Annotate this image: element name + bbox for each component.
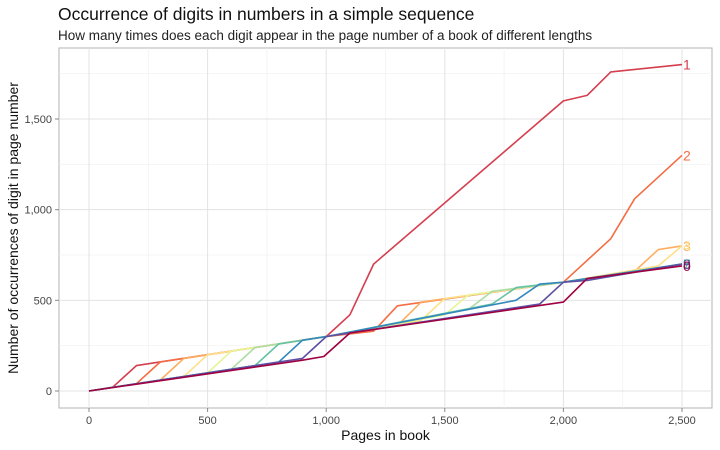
x-tick-label: 2,500 [668,415,696,427]
series-line-digit-8 [88,263,683,392]
series-end-label-2: 2 [683,147,691,163]
x-tick-label: 500 [198,415,216,427]
x-axis-title: Pages in book [341,427,431,443]
series-end-label-0: 0 [683,258,691,274]
series-end-label-8: 8 [683,256,691,272]
series-end-label-9: 9 [683,256,691,272]
x-tick-label: 1,500 [431,415,459,427]
series-line-digit-3 [88,245,683,392]
x-tick-label: 1,000 [312,415,340,427]
chart-subtitle: How many times does each digit appear in… [58,28,593,43]
series-end-label-4: 4 [683,238,691,254]
y-axis-title: Number of occurrences of digit in page n… [5,82,21,374]
series-line-digit-4 [88,245,683,392]
series-line-digit-1 [88,63,683,392]
y-tick-label: 500 [34,295,52,307]
series-line-digit-0 [88,265,683,392]
chart-title: Occurrence of digits in numbers in a sim… [58,4,475,24]
series-end-label-7: 7 [683,256,691,272]
y-tick-label: 1,500 [24,114,52,126]
series-end-label-6: 6 [683,256,691,272]
series-line-digit-9 [88,263,683,392]
series-end-label-3: 3 [683,238,691,254]
series-line-digit-2 [88,154,683,392]
x-tick-label: 0 [86,415,92,427]
y-tick-label: 1,000 [24,205,52,217]
x-tick-label: 2,000 [550,415,578,427]
series-end-label-1: 1 [683,57,691,73]
y-tick-label: 0 [46,386,52,398]
series-end-label-5: 5 [683,256,691,272]
